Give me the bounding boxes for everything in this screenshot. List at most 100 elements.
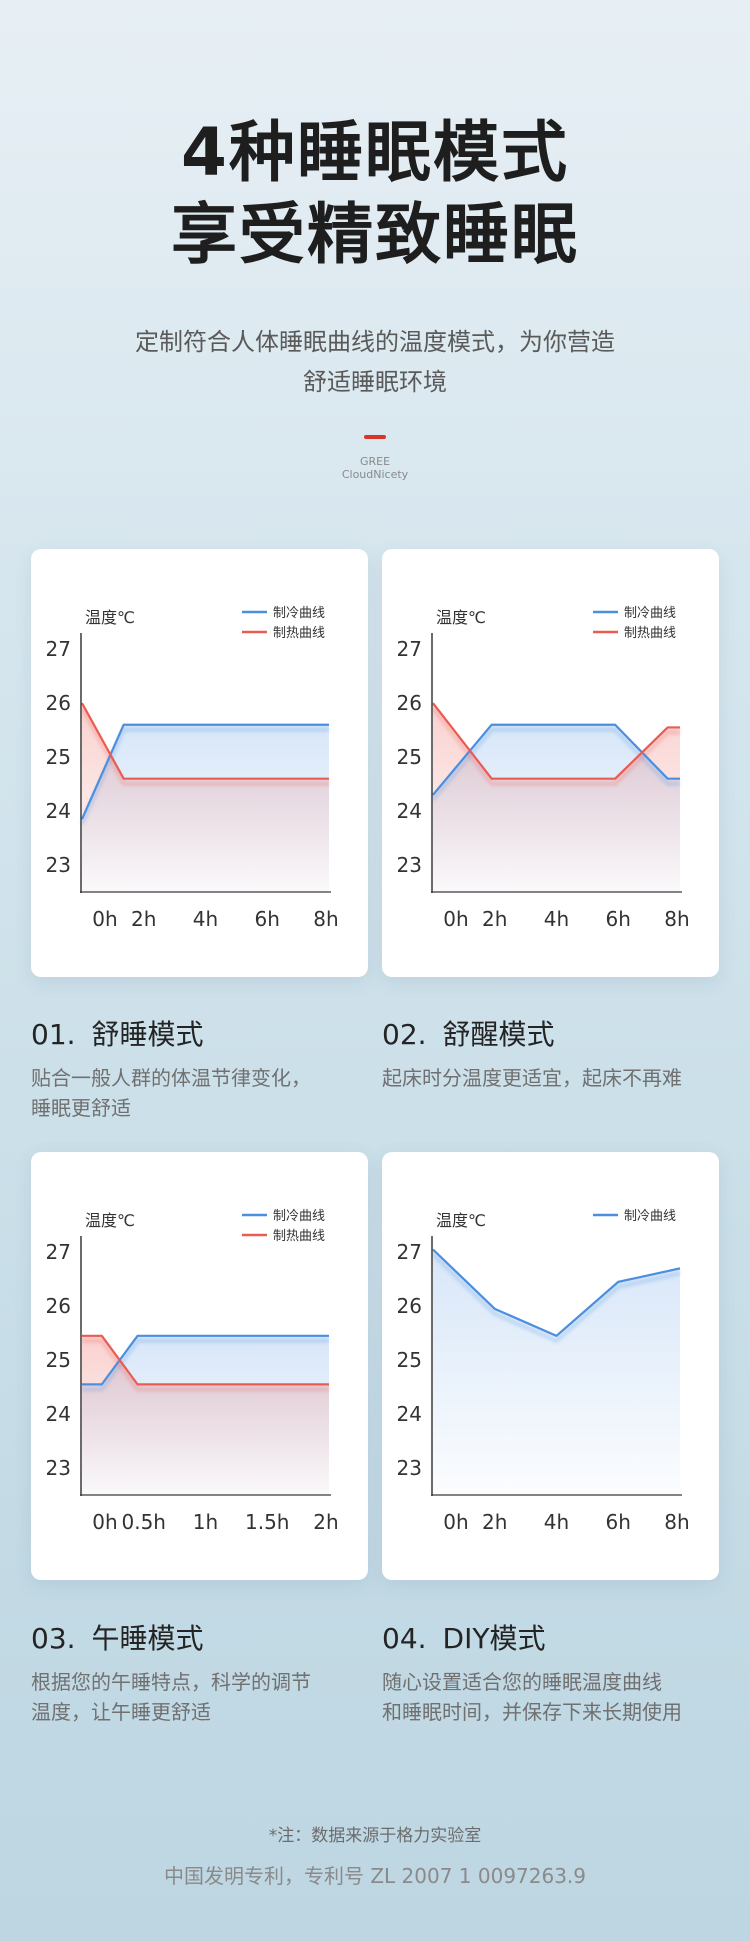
y-tick-label: 24 xyxy=(46,1402,71,1426)
mode-title-3: 03. 午睡模式 xyxy=(31,1619,371,1659)
x-tick-label: 6h xyxy=(606,1510,631,1534)
series-line-shadow xyxy=(82,1338,329,1392)
mode-desc-line1: 根据您的午睡特点，科学的调节 xyxy=(31,1670,311,1694)
x-tick-label: 0h xyxy=(92,907,117,931)
brand-accent-bar xyxy=(364,435,386,439)
series-line-cool xyxy=(432,723,680,796)
series-line-heat xyxy=(82,1334,329,1386)
y-tick-label: 25 xyxy=(397,1348,422,1372)
mode-caption-3: 03. 午睡模式 根据您的午睡特点，科学的调节 温度，让午睡更舒适 xyxy=(31,1619,371,1727)
legend-label: 制冷曲线 xyxy=(624,1209,676,1224)
x-tick-label: 4h xyxy=(544,1510,569,1534)
mode-desc-line1: 贴合一般人群的体温节律变化， xyxy=(31,1066,311,1090)
y-tick-label: 27 xyxy=(46,1240,71,1264)
hero-subtitle-line2: 舒适睡眠环境 xyxy=(303,368,447,396)
mode-desc-line1: 起床时分温度更适宜，起床不再难 xyxy=(382,1066,682,1090)
mode-caption-2: 02. 舒醒模式 起床时分温度更适宜，起床不再难 xyxy=(382,1015,722,1093)
x-tick-label: 1.5h xyxy=(245,1510,289,1534)
mode-caption-4: 04. DIY模式 随心设置适合您的睡眠温度曲线 和睡眠时间，并保存下来长期使用 xyxy=(382,1619,722,1727)
x-tick-label: 2h xyxy=(482,1510,507,1534)
series-area xyxy=(433,703,680,892)
x-tick-label: 2h xyxy=(313,1510,338,1534)
mode-name: 舒醒模式 xyxy=(442,1018,555,1051)
x-tick-label: 8h xyxy=(313,907,338,931)
y-axis-label: 温度℃ xyxy=(436,608,486,627)
mode-number: 01. xyxy=(31,1018,76,1051)
mode-name: 午睡模式 xyxy=(91,1622,204,1655)
mode-number: 02. xyxy=(382,1018,427,1051)
chart-card-3: 温度℃ 23 24 25 26 27 0h 0.5h 1h 1.5h 2h 制冷曲线制热曲线 xyxy=(31,1152,368,1580)
series-line-shadow xyxy=(80,707,329,786)
brand-subname: CloudNicety xyxy=(341,468,409,481)
mode-name: 舒睡模式 xyxy=(91,1018,204,1051)
y-tick-label: 25 xyxy=(397,745,422,769)
x-tick-label: 6h xyxy=(606,907,631,931)
y-tick-label: 23 xyxy=(397,1456,422,1480)
x-tick-label: 0h xyxy=(92,1510,117,1534)
legend-label: 制冷曲线 xyxy=(624,606,676,621)
brand-name: GREE xyxy=(359,455,391,468)
x-tick-label: 8h xyxy=(664,907,689,931)
mode-title-2: 02. 舒醒模式 xyxy=(382,1015,722,1055)
mode-number: 04. xyxy=(382,1622,427,1655)
hero-subtitle-line1: 定制符合人体睡眠曲线的温度模式，为你营造 xyxy=(135,328,615,356)
x-tick-label: 0h xyxy=(443,907,468,931)
x-tick-label: 1h xyxy=(193,1510,218,1534)
x-tick-label: 6h xyxy=(255,907,280,931)
mode-title-1: 01. 舒睡模式 xyxy=(31,1015,371,1055)
mode-desc-line2: 温度，让午睡更舒适 xyxy=(31,1700,211,1724)
y-tick-label: 23 xyxy=(46,853,71,877)
chart-card-1: 温度℃ 23 24 25 26 27 0h 2h 4h 6h 8h 制冷曲线 制热曲线 xyxy=(31,549,368,977)
y-tick-label: 23 xyxy=(397,853,422,877)
y-tick-label: 27 xyxy=(397,1240,422,1264)
mode-name: DIY模式 xyxy=(442,1622,546,1655)
y-tick-label: 25 xyxy=(46,1348,71,1372)
y-tick-label: 23 xyxy=(46,1456,71,1480)
legend-label: 制冷曲线 xyxy=(273,606,325,621)
mode-caption-1: 01. 舒睡模式 贴合一般人群的体温节律变化， 睡眠更舒适 xyxy=(31,1015,371,1123)
y-tick-label: 27 xyxy=(397,637,422,661)
x-tick-label: 8h xyxy=(664,1510,689,1534)
x-tick-label: 2h xyxy=(131,907,156,931)
series-line-heat xyxy=(81,702,329,780)
mode-number: 03. xyxy=(31,1622,76,1655)
series-line-shadow xyxy=(80,727,329,825)
y-tick-label: 25 xyxy=(46,745,71,769)
chart-card-2: 温度℃ 23 24 25 26 27 0h 2h 4h 6h 8h 制冷曲线制热曲线 xyxy=(382,549,719,977)
data-source-note: *注：数据来源于格力实验室 xyxy=(268,1826,482,1846)
legend-label: 制热曲线 xyxy=(624,626,676,641)
y-axis-label: 温度℃ xyxy=(436,1211,486,1230)
series-line-shadow xyxy=(431,706,680,786)
chart-card-4: 温度℃ 23 24 25 26 27 0h 2h 4h 6h 8h 制冷曲线 xyxy=(382,1152,719,1580)
y-tick-label: 26 xyxy=(397,691,422,715)
x-tick-label: 0.5h xyxy=(122,1510,166,1534)
mode-desc-line2: 睡眠更舒适 xyxy=(31,1096,131,1120)
chart-4: 温度℃ 23 24 25 26 27 0h 2h 4h 6h 8h 制冷曲线 xyxy=(397,1209,690,1534)
y-axis-label: 温度℃ xyxy=(85,1211,135,1230)
series-line-cool xyxy=(80,723,329,820)
series-line-cool xyxy=(432,1248,681,1337)
y-tick-label: 24 xyxy=(397,799,422,823)
y-tick-label: 26 xyxy=(46,691,71,715)
legend-label: 制热曲线 xyxy=(273,1229,325,1244)
x-tick-label: 4h xyxy=(193,907,218,931)
y-tick-label: 26 xyxy=(46,1294,71,1318)
series-line-heat xyxy=(432,702,680,780)
series-line-shadow xyxy=(431,1253,681,1344)
x-tick-label: 2h xyxy=(482,907,507,931)
series-area xyxy=(82,703,329,892)
series-area xyxy=(82,1335,329,1495)
series-area xyxy=(433,1249,680,1495)
x-tick-label: 4h xyxy=(544,907,569,931)
y-tick-label: 27 xyxy=(46,637,71,661)
y-tick-label: 26 xyxy=(397,1294,422,1318)
mode-title-4: 04. DIY模式 xyxy=(382,1619,722,1659)
mode-desc-line1: 随心设置适合您的睡眠温度曲线 xyxy=(382,1670,662,1694)
legend-label: 制热曲线 xyxy=(273,626,325,641)
hero-title-line2: 享受精致睡眠 xyxy=(171,196,579,273)
y-tick-label: 24 xyxy=(397,1402,422,1426)
legend-label: 制冷曲线 xyxy=(273,1209,325,1224)
hero-title-line1: 4种睡眠模式 xyxy=(181,114,569,191)
